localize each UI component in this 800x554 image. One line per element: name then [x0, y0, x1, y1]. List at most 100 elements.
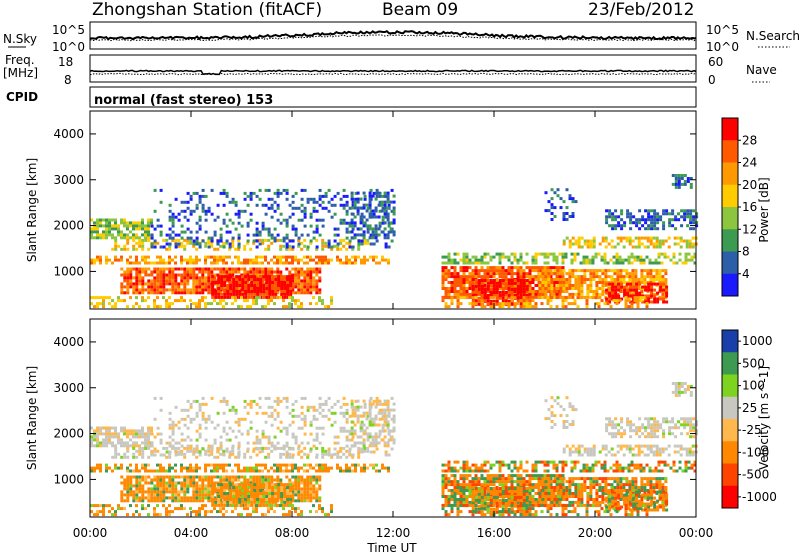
velocity-cell — [135, 478, 139, 482]
velocity-cell — [231, 408, 235, 412]
power-cell — [108, 224, 111, 228]
power-cell — [689, 177, 693, 180]
power-cell — [638, 227, 642, 231]
power-cell — [300, 302, 303, 306]
velocity-cell — [261, 469, 264, 473]
power-cell — [246, 194, 250, 198]
velocity-cell — [165, 481, 169, 485]
velocity-cell — [99, 504, 102, 508]
power-cell — [531, 261, 535, 265]
power-cell — [123, 244, 127, 248]
power-cell — [501, 290, 505, 294]
velocity-cell — [351, 469, 354, 473]
power-cell — [645, 302, 649, 306]
power-cell — [129, 261, 132, 265]
power-cell — [610, 269, 614, 273]
power-cell — [573, 302, 577, 306]
velocity-cell — [207, 414, 211, 418]
velocity-cell — [99, 444, 102, 448]
power-cell — [647, 212, 651, 216]
power-cell — [392, 194, 396, 198]
power-cell — [213, 247, 217, 251]
velocity-cell — [279, 399, 283, 403]
power-cell — [232, 284, 236, 287]
power-cell — [444, 305, 448, 309]
power-cell — [522, 302, 526, 306]
power-cell — [180, 209, 184, 213]
power-cell — [315, 238, 319, 242]
velocity-cell — [280, 498, 284, 501]
power-cell — [90, 227, 93, 231]
velocity-cell — [232, 495, 236, 498]
power-cell — [507, 290, 511, 294]
power-cell — [553, 295, 557, 299]
velocity-cell — [204, 426, 208, 430]
velocity-cell — [123, 441, 126, 445]
power-cell — [570, 261, 574, 265]
velocity-cell — [243, 399, 247, 403]
velocity-cell — [117, 441, 120, 445]
power-cell — [129, 285, 133, 289]
power-cell — [447, 272, 451, 276]
power-cell — [507, 299, 511, 303]
power-cell — [276, 255, 279, 259]
velocity-cell — [204, 469, 207, 473]
power-cell — [351, 261, 354, 265]
velocity-cell — [222, 453, 226, 457]
power-ylabel: Slant Range [km] — [25, 158, 39, 262]
power-cell — [654, 258, 658, 262]
velocity-cell — [204, 493, 208, 497]
power-cell — [447, 269, 451, 273]
velocity-cell — [231, 469, 234, 473]
power-cell — [650, 221, 654, 225]
power-cell — [525, 252, 529, 256]
velocity-cell — [219, 444, 223, 448]
power-cell — [456, 299, 460, 303]
velocity-cell — [258, 469, 261, 473]
power-cell — [318, 291, 322, 295]
velocity-cell — [204, 490, 208, 494]
power-cell — [345, 221, 349, 225]
velocity-cell — [204, 438, 208, 442]
power-cell — [228, 267, 232, 271]
power-cell — [286, 281, 290, 284]
velocity-cell — [141, 499, 145, 503]
power-cell — [192, 279, 196, 283]
power-cell — [366, 230, 370, 234]
power-cell — [276, 270, 280, 274]
velocity-cell — [210, 447, 214, 451]
power-cell — [283, 275, 287, 279]
power-cell — [207, 285, 211, 289]
power-cell — [102, 299, 105, 303]
power-cell — [498, 296, 502, 300]
power-cell — [211, 278, 215, 281]
power-cell — [583, 281, 587, 284]
velocity-cell — [297, 490, 301, 494]
velocity-cell — [252, 466, 255, 470]
power-cell — [231, 238, 235, 242]
power-cell — [492, 266, 496, 270]
power-cell — [289, 284, 293, 287]
power-cell — [631, 281, 635, 284]
power-cell — [375, 255, 378, 259]
power-cell — [105, 258, 108, 262]
power-cell — [102, 236, 105, 240]
velocity-cell — [147, 481, 151, 485]
power-cell — [183, 273, 187, 277]
power-cell — [274, 278, 278, 281]
velocity-cell — [282, 396, 286, 400]
velocity-cell — [285, 455, 289, 459]
power-cell — [659, 215, 663, 219]
velocity-cell — [277, 483, 281, 487]
power-cell — [579, 296, 583, 300]
power-cell — [213, 233, 217, 237]
velocity-cell — [228, 487, 232, 491]
power-cell — [135, 261, 138, 265]
power-cell — [288, 302, 291, 306]
velocity-cell — [250, 483, 254, 487]
power-cell — [513, 293, 517, 297]
power-cell — [498, 261, 502, 265]
power-cell — [616, 292, 620, 296]
power-cell — [271, 278, 275, 281]
power-cell — [252, 191, 256, 195]
